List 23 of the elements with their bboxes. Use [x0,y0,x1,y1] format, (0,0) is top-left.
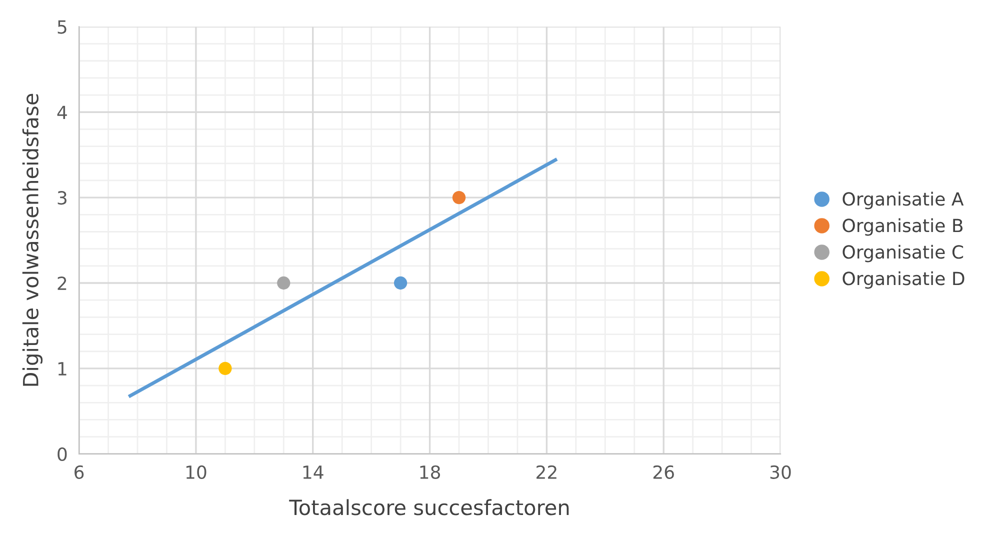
point [277,276,290,290]
y-tick-label: 4 [57,106,67,119]
legend-label: Organisatie A [842,192,964,210]
x-tick-label: 30 [770,465,791,479]
legend-label: Organisatie B [842,218,963,236]
y-tick-label: 5 [58,20,66,34]
legend-label: Organisatie C [842,244,964,262]
y-tick-label: 2 [58,276,66,290]
x-tick-label: 22 [536,465,556,479]
x-tick-label: 14 [303,466,324,479]
point [394,276,408,290]
y-tick-label: 1 [58,362,66,376]
point [452,190,466,204]
y-tick-label: 3 [58,191,66,205]
x-tick-label: 10 [186,465,206,479]
x-tick-label: 26 [653,465,674,479]
y-tick-label: 0 [58,447,67,462]
legend-label: Organisatie D [842,271,964,289]
y-axis-title: Digitale volwassenheidsfase [22,94,43,386]
x-axis-title: Totaalscore succesfactoren [289,499,569,516]
x-tick-label: 6 [74,465,84,479]
x-tick-label: 18 [420,465,440,479]
point [218,362,232,376]
